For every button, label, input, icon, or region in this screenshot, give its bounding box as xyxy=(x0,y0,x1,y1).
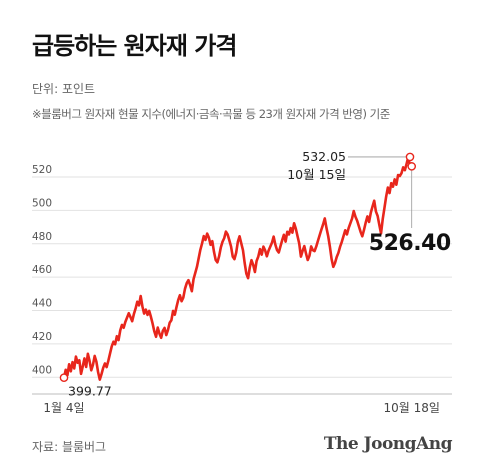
chart-title: 급등하는 원자재 가격 xyxy=(32,32,237,60)
peak-date-label: 10월 15일 xyxy=(287,167,346,182)
y-tick-400: 400 xyxy=(32,364,52,376)
end-value-label: 526.40 xyxy=(369,231,451,256)
annotation-markers xyxy=(59,152,417,382)
x-tick-0: 1월 4일 xyxy=(43,401,84,415)
y-tick-460: 460 xyxy=(32,264,52,276)
y-tick-420: 420 xyxy=(32,331,52,343)
source-label: 자료: 블룸버그 xyxy=(32,440,107,454)
grid-lines xyxy=(32,176,452,395)
x-axis-ticks: 1월 4일 10월 18일 xyxy=(43,401,440,415)
x-tick-1: 10월 18일 xyxy=(383,401,439,415)
peak-marker xyxy=(405,152,415,162)
y-tick-500: 500 xyxy=(32,197,52,209)
y-tick-440: 440 xyxy=(32,298,52,310)
start-marker xyxy=(59,373,69,382)
y-axis-ticks: 400 420 440 460 480 500 520 xyxy=(32,164,52,376)
series-line xyxy=(62,155,412,381)
end-marker xyxy=(407,162,417,171)
start-value-label: 399.77 xyxy=(68,384,112,399)
y-tick-520: 520 xyxy=(32,164,52,176)
annotation-leaders xyxy=(348,156,413,228)
publisher-logo: The JoongAng xyxy=(323,434,453,454)
annotation-labels: 399.77 532.05 10월 15일 526.40 xyxy=(68,149,451,399)
index-note: ※블룸버그 원자재 현물 지수(에너지·금속·곡물 등 23개 원자재 가격 반… xyxy=(32,107,390,121)
y-tick-480: 480 xyxy=(32,231,52,243)
peak-value-label: 532.05 xyxy=(302,149,346,164)
unit-label: 단위: 포인트 xyxy=(32,82,96,96)
